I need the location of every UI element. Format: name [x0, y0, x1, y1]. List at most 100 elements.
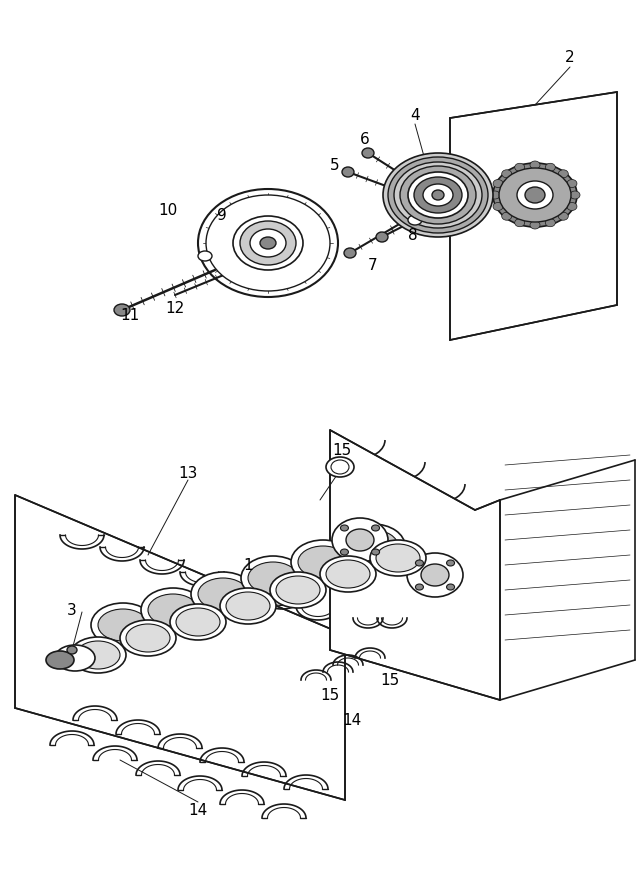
Ellipse shape [370, 540, 426, 576]
Ellipse shape [326, 560, 370, 588]
Ellipse shape [446, 584, 455, 590]
Ellipse shape [499, 168, 571, 222]
Ellipse shape [421, 564, 449, 586]
Ellipse shape [545, 219, 555, 226]
Text: 6: 6 [360, 132, 370, 147]
Polygon shape [450, 92, 617, 340]
Ellipse shape [233, 216, 303, 270]
Ellipse shape [298, 546, 348, 578]
Ellipse shape [148, 594, 198, 626]
Text: 10: 10 [158, 202, 178, 218]
Ellipse shape [348, 530, 398, 562]
Text: 4: 4 [410, 107, 420, 123]
Ellipse shape [344, 248, 356, 258]
Ellipse shape [408, 215, 422, 225]
Ellipse shape [331, 460, 349, 474]
Ellipse shape [191, 572, 255, 616]
Ellipse shape [493, 163, 577, 227]
Ellipse shape [98, 609, 148, 641]
Ellipse shape [91, 603, 155, 647]
Text: 2: 2 [565, 51, 575, 65]
Ellipse shape [502, 170, 512, 178]
Ellipse shape [525, 187, 545, 203]
Ellipse shape [493, 179, 503, 187]
Text: 5: 5 [330, 158, 340, 172]
Ellipse shape [408, 172, 468, 218]
Ellipse shape [260, 237, 276, 249]
Text: 14: 14 [343, 712, 362, 727]
Ellipse shape [558, 213, 568, 220]
Ellipse shape [490, 191, 500, 199]
Ellipse shape [176, 608, 220, 636]
Ellipse shape [372, 549, 379, 555]
Ellipse shape [114, 304, 130, 316]
Ellipse shape [341, 524, 405, 568]
Ellipse shape [126, 624, 170, 652]
Ellipse shape [220, 588, 276, 624]
Ellipse shape [567, 179, 577, 187]
Ellipse shape [415, 584, 424, 590]
Ellipse shape [408, 191, 422, 201]
Ellipse shape [276, 576, 320, 604]
Ellipse shape [250, 229, 286, 257]
Ellipse shape [341, 525, 348, 531]
Ellipse shape [70, 637, 126, 673]
Text: 7: 7 [368, 258, 378, 273]
Ellipse shape [46, 651, 74, 669]
Text: 11: 11 [120, 307, 140, 322]
Ellipse shape [530, 221, 540, 229]
Ellipse shape [55, 645, 95, 671]
Ellipse shape [206, 195, 330, 291]
Ellipse shape [567, 202, 577, 211]
Text: 3: 3 [67, 603, 77, 618]
Ellipse shape [515, 219, 525, 226]
Ellipse shape [141, 588, 205, 632]
Ellipse shape [493, 202, 503, 211]
Ellipse shape [241, 556, 305, 600]
Ellipse shape [376, 544, 420, 572]
Text: 15: 15 [320, 687, 339, 703]
Ellipse shape [346, 529, 374, 551]
Ellipse shape [570, 191, 580, 199]
Text: 14: 14 [189, 802, 207, 818]
Ellipse shape [432, 190, 444, 200]
Ellipse shape [517, 181, 553, 209]
Ellipse shape [198, 251, 212, 261]
Polygon shape [330, 430, 500, 700]
Text: 13: 13 [178, 465, 198, 481]
Ellipse shape [76, 641, 120, 669]
Ellipse shape [394, 162, 482, 228]
Text: 15: 15 [332, 442, 352, 457]
Text: 12: 12 [166, 300, 185, 315]
Ellipse shape [226, 592, 270, 620]
Ellipse shape [120, 620, 176, 656]
Ellipse shape [240, 221, 296, 265]
Ellipse shape [415, 560, 424, 566]
Ellipse shape [530, 161, 540, 169]
Ellipse shape [446, 560, 455, 566]
Ellipse shape [291, 540, 355, 584]
Ellipse shape [414, 177, 462, 213]
Text: 9: 9 [217, 207, 227, 222]
Ellipse shape [383, 153, 493, 237]
Ellipse shape [320, 556, 376, 592]
Ellipse shape [407, 553, 463, 597]
Ellipse shape [376, 232, 388, 242]
Text: 1: 1 [243, 557, 253, 572]
Ellipse shape [558, 170, 568, 178]
Polygon shape [15, 495, 345, 800]
Ellipse shape [342, 167, 354, 177]
Ellipse shape [502, 213, 512, 220]
Ellipse shape [198, 578, 248, 610]
Ellipse shape [388, 157, 488, 233]
Ellipse shape [362, 148, 374, 158]
Ellipse shape [67, 646, 77, 654]
Ellipse shape [326, 457, 354, 477]
Ellipse shape [170, 604, 226, 640]
Text: 15: 15 [381, 672, 400, 687]
Ellipse shape [545, 163, 555, 172]
Ellipse shape [400, 166, 476, 224]
Ellipse shape [423, 184, 453, 206]
Ellipse shape [332, 518, 388, 562]
Ellipse shape [341, 549, 348, 555]
